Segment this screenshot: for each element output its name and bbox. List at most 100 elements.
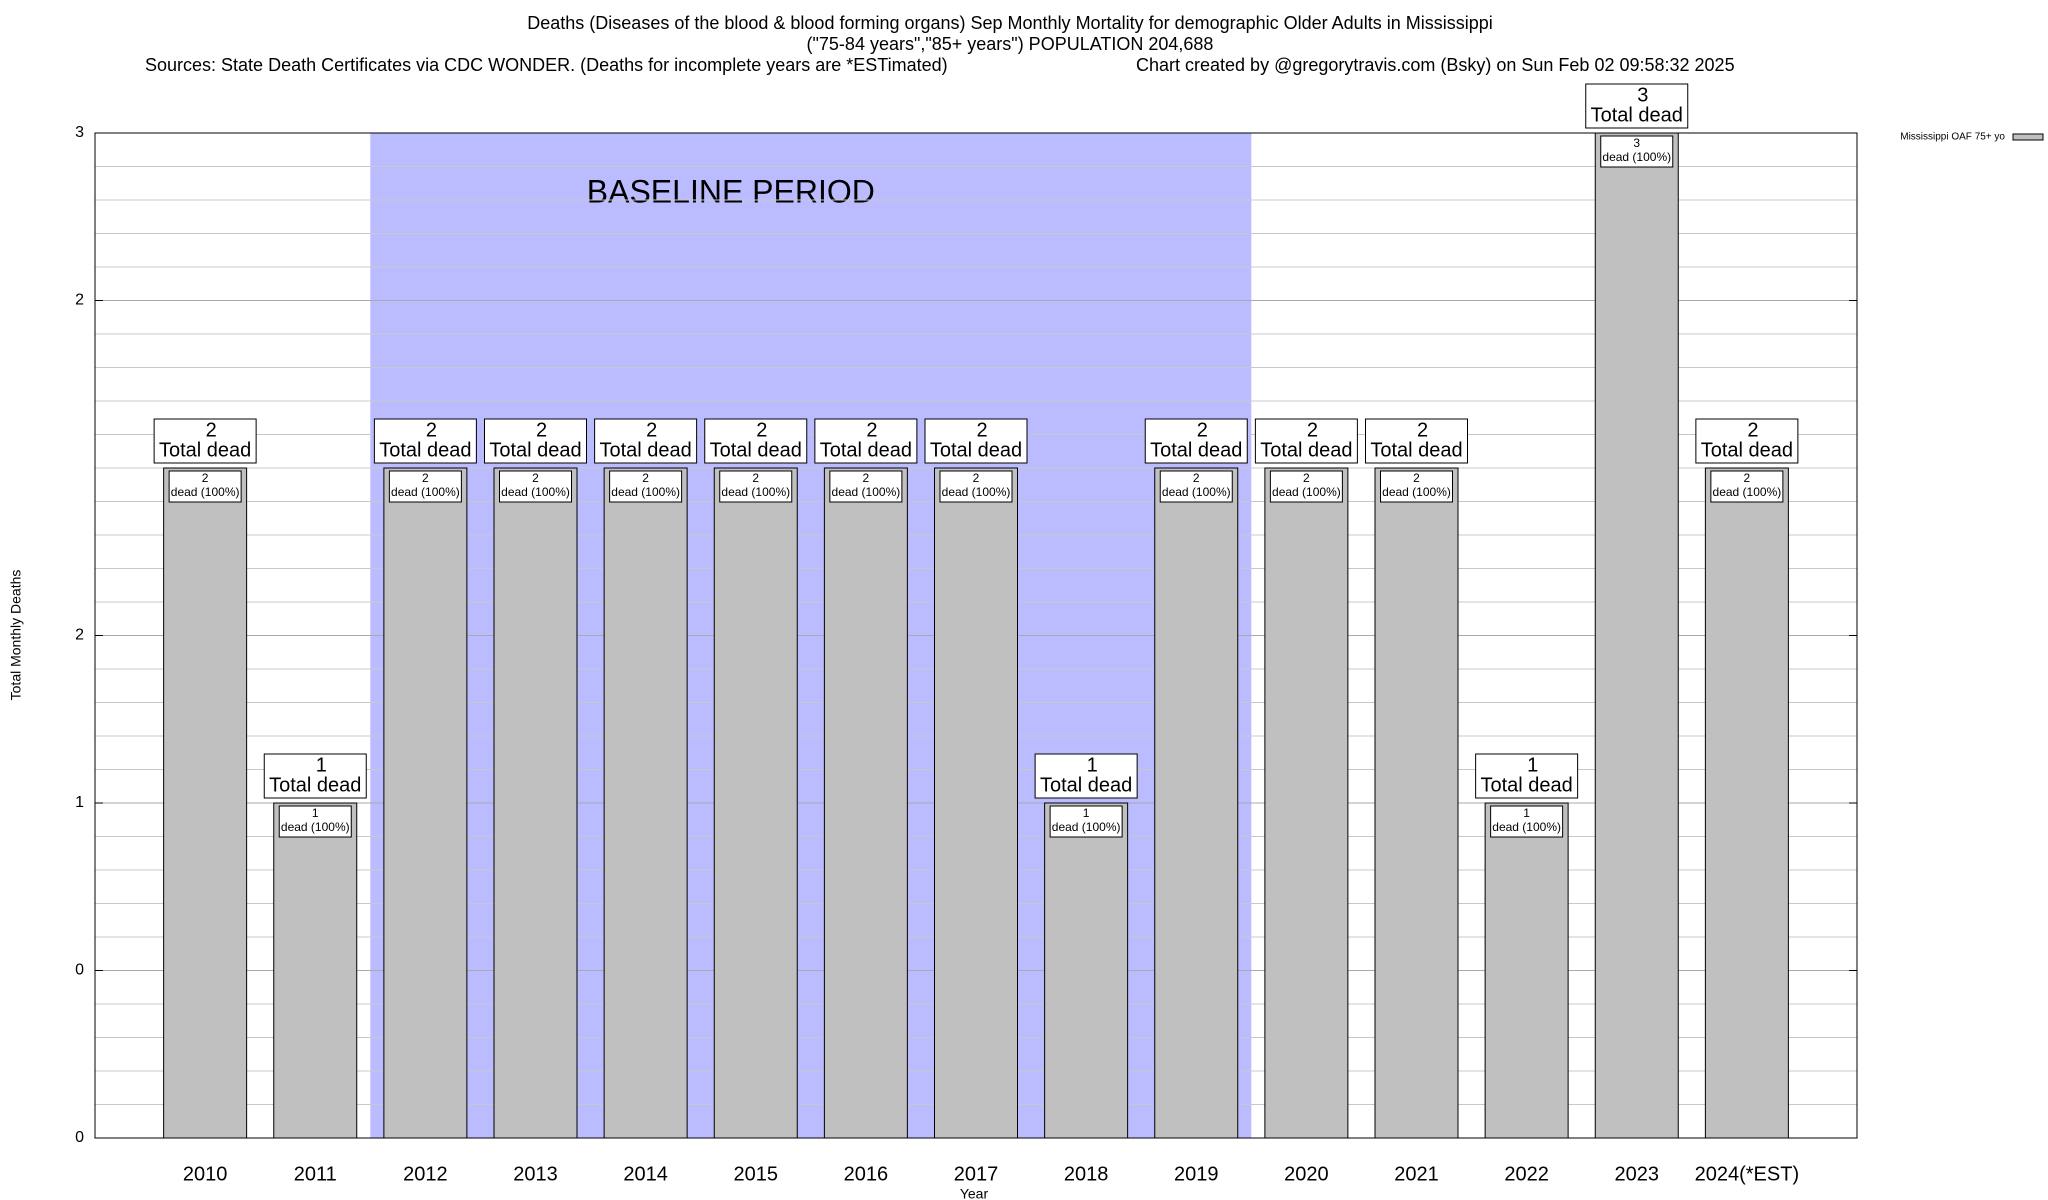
inner-label-box <box>719 470 793 503</box>
total-label-text: Total dead <box>489 439 581 461</box>
inner-label-text: dead (100%) <box>1382 485 1451 499</box>
sources: Sources: State Death Certificates via CD… <box>145 55 948 75</box>
inner-value-label: 2 <box>1413 471 1420 485</box>
total-label-box <box>263 753 367 799</box>
credit: Chart created by @gregorytravis.com (Bsk… <box>1136 55 1735 75</box>
total-value-label: 2 <box>1197 419 1208 441</box>
total-value-label: 1 <box>1527 754 1538 776</box>
inner-label-box <box>1159 470 1233 503</box>
inner-value-label: 2 <box>1193 471 1200 485</box>
total-value-label: 2 <box>1417 419 1428 441</box>
inner-value-label: 2 <box>1744 471 1751 485</box>
bar <box>383 467 468 1139</box>
total-label-box <box>1695 418 1799 464</box>
inner-label-box <box>1710 470 1784 503</box>
total-value-label: 2 <box>426 419 437 441</box>
total-label-box <box>704 418 808 464</box>
inner-label-text: dead (100%) <box>1492 820 1561 834</box>
total-label-text: Total dead <box>710 439 802 461</box>
inner-label-box <box>829 470 903 503</box>
inner-label-box <box>1269 470 1343 503</box>
inner-label-box <box>609 470 683 503</box>
total-label-box <box>1365 418 1468 464</box>
total-label-text: Total dead <box>930 439 1022 461</box>
y-tick-label: 0 <box>75 962 84 979</box>
total-label-box <box>1254 418 1358 464</box>
total-label-box <box>924 418 1028 464</box>
total-label-text: Total dead <box>379 439 471 461</box>
bar <box>823 467 908 1139</box>
inner-label-box <box>1600 135 1674 168</box>
inner-label-box <box>939 470 1013 503</box>
bar <box>1374 467 1459 1139</box>
bar <box>1594 132 1679 1139</box>
total-value-label: 2 <box>206 419 217 441</box>
inner-value-label: 1 <box>1083 806 1090 820</box>
total-value-label: 3 <box>1637 84 1648 106</box>
bar <box>713 467 798 1139</box>
bar <box>493 467 578 1139</box>
total-label-text: Total dead <box>1040 774 1132 796</box>
total-label-text: Total dead <box>1701 439 1793 461</box>
inner-label-text: dead (100%) <box>832 485 901 499</box>
total-label-box <box>153 418 257 464</box>
total-value-label: 2 <box>1307 419 1318 441</box>
y-axis-label: Total Monthly Deaths <box>8 570 24 701</box>
x-tick-label: 2024(*EST) <box>1695 1163 1800 1185</box>
inner-value-label: 2 <box>532 471 539 485</box>
x-tick-label: 2014 <box>623 1163 668 1185</box>
total-label-text: Total dead <box>1370 439 1462 461</box>
x-tick-label: 2011 <box>294 1163 337 1185</box>
inner-value-label: 2 <box>642 471 649 485</box>
total-label-text: Total dead <box>820 439 912 461</box>
inner-label-text: dead (100%) <box>501 485 570 499</box>
inner-label-box <box>1490 805 1564 838</box>
inner-label-box <box>278 805 352 838</box>
x-tick-label: 2020 <box>1284 1163 1329 1185</box>
inner-label-text: dead (100%) <box>281 820 350 834</box>
bar <box>273 802 358 1139</box>
bar <box>603 467 688 1139</box>
inner-value-label: 2 <box>973 471 980 485</box>
inner-value-label: 2 <box>1303 471 1310 485</box>
x-tick-label: 2012 <box>403 1163 448 1185</box>
total-value-label: 2 <box>536 419 547 441</box>
inner-label-text: dead (100%) <box>171 485 240 499</box>
x-tick-label: 2022 <box>1504 1163 1549 1185</box>
total-label-box <box>814 418 918 464</box>
inner-label-text: dead (100%) <box>611 485 680 499</box>
bar <box>163 467 248 1139</box>
bar <box>1154 467 1239 1139</box>
x-tick-label: 2023 <box>1615 1163 1660 1185</box>
inner-value-label: 1 <box>1523 806 1530 820</box>
inner-label-text: dead (100%) <box>1272 485 1341 499</box>
inner-label-box <box>388 470 462 503</box>
inner-label-text: dead (100%) <box>1052 820 1121 834</box>
y-tick-label: 0 <box>75 1129 84 1146</box>
total-label-box <box>1034 753 1138 799</box>
inner-label-box <box>499 470 572 503</box>
inner-value-label: 3 <box>1633 136 1640 150</box>
inner-label-text: dead (100%) <box>1713 485 1782 499</box>
x-tick-label: 2013 <box>513 1163 558 1185</box>
x-tick-label: 2018 <box>1064 1163 1109 1185</box>
bar <box>934 467 1018 1139</box>
inner-value-label: 2 <box>863 471 870 485</box>
x-tick-label: 2016 <box>844 1163 889 1185</box>
inner-label-box <box>168 470 242 503</box>
y-tick-label: 1 <box>75 794 84 811</box>
total-label-box <box>484 418 587 464</box>
x-tick-label: 2017 <box>954 1163 999 1185</box>
legend-swatch <box>2012 133 2044 141</box>
total-value-label: 2 <box>646 419 657 441</box>
bar <box>1484 802 1569 1139</box>
x-tick-label: 2021 <box>1394 1163 1439 1185</box>
inner-label-box <box>1380 470 1453 503</box>
x-axis-label: Year <box>960 1186 989 1200</box>
total-label-text: Total dead <box>269 774 361 796</box>
inner-label-text: dead (100%) <box>391 485 460 499</box>
inner-value-label: 2 <box>202 471 209 485</box>
inner-label-text: dead (100%) <box>942 485 1011 499</box>
baseline-label: BASELINE PERIOD <box>587 173 875 209</box>
total-label-box <box>1475 753 1579 799</box>
